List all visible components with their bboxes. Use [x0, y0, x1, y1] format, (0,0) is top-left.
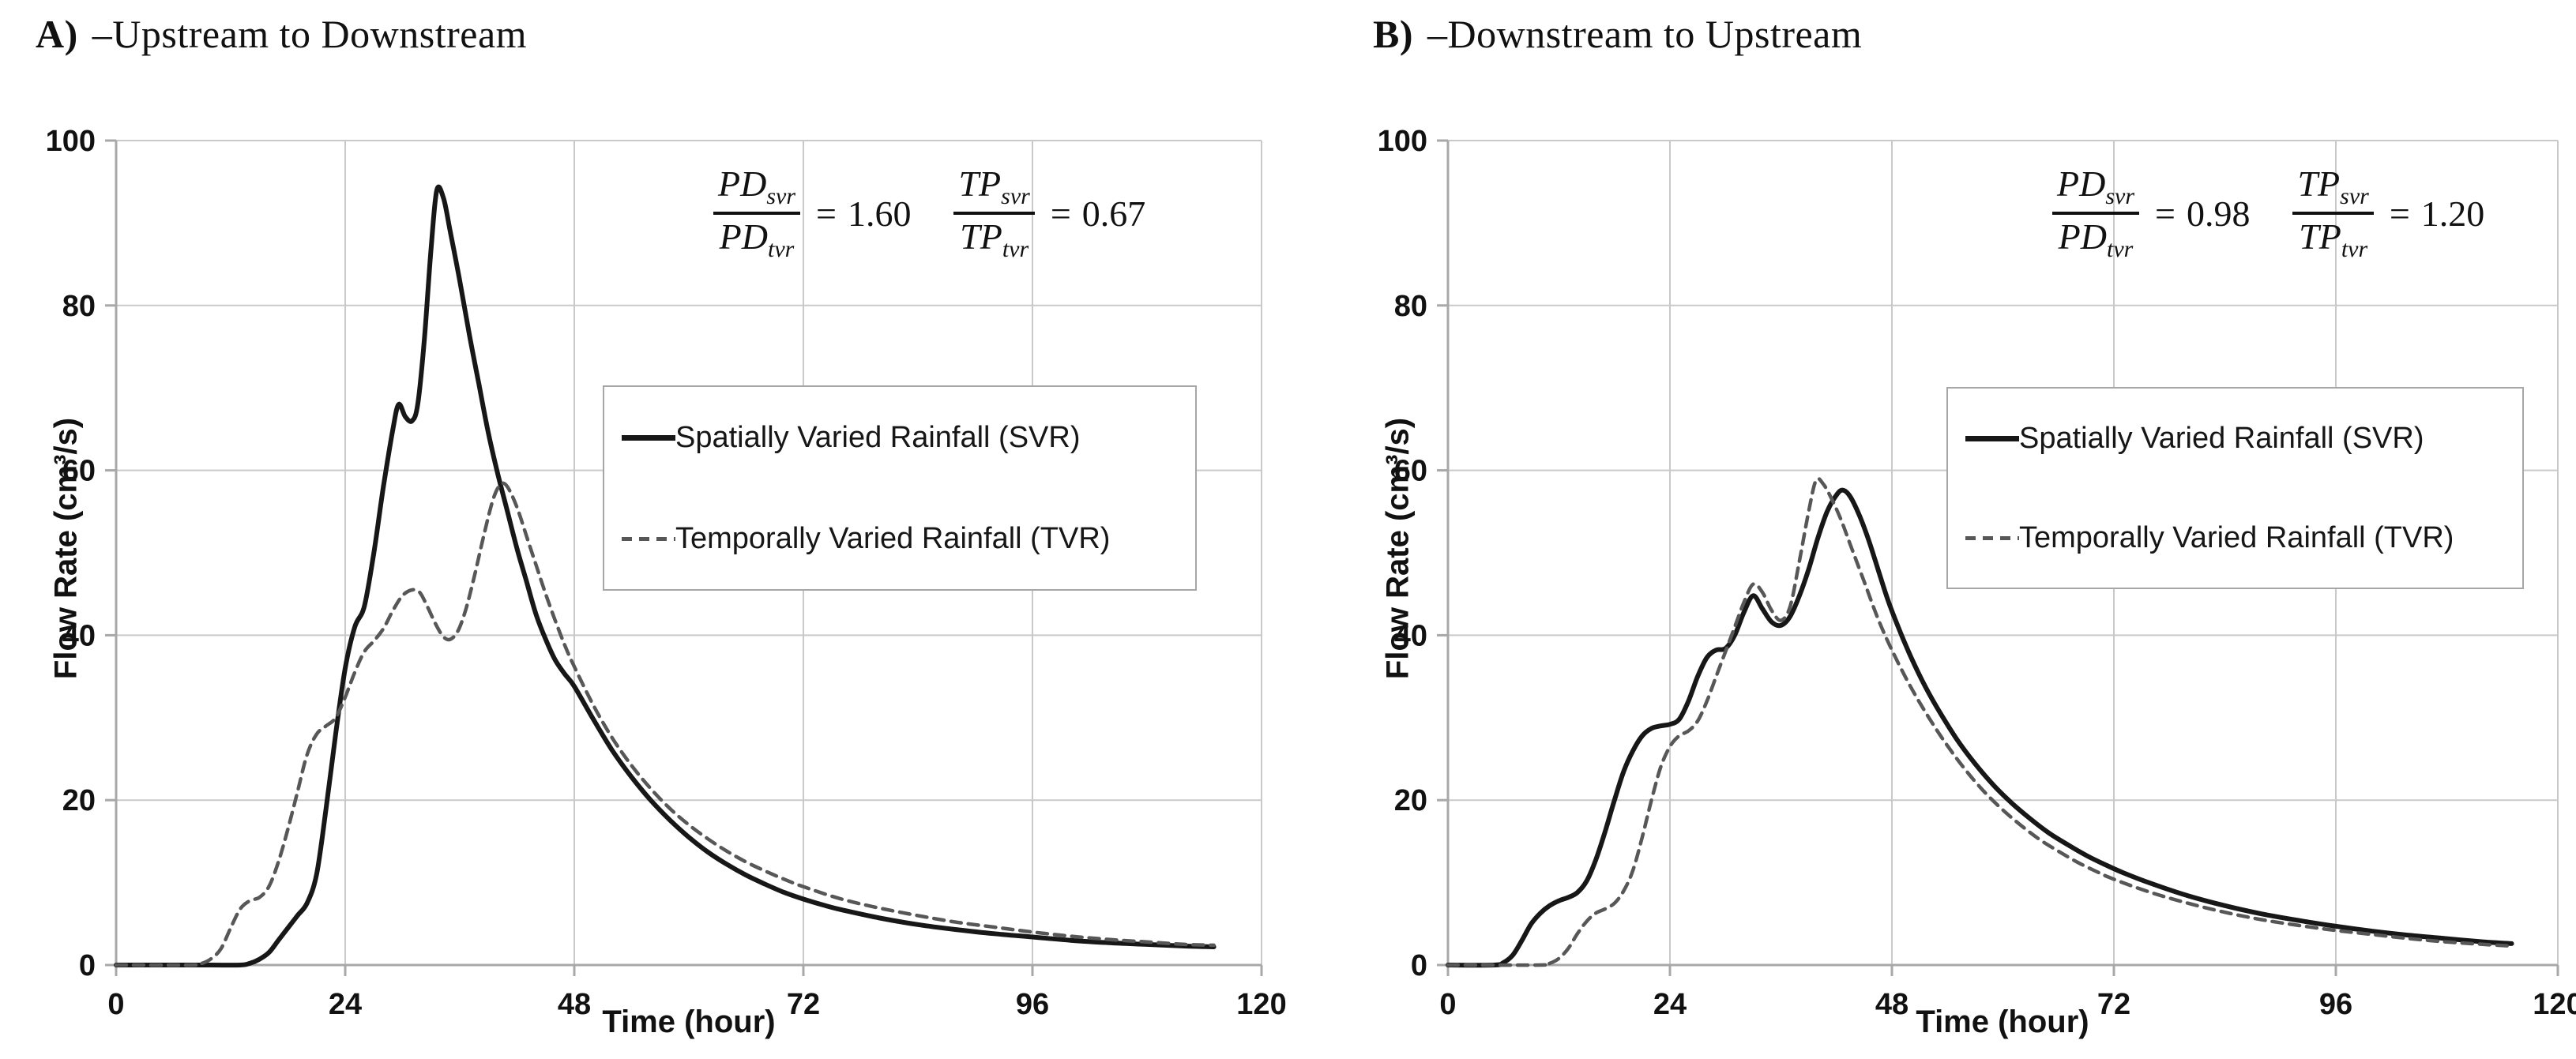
- legend-a: Spatially Varied Rainfall (SVR) Temporal…: [603, 385, 1197, 591]
- svr-legend-label: Spatially Varied Rainfall (SVR): [2019, 421, 2424, 455]
- fraction-bar: [2052, 212, 2139, 216]
- legend-entry-tvr: Temporally Varied Rainfall (TVR): [1965, 521, 2522, 555]
- legend-entry-tvr: Temporally Varied Rainfall (TVR): [622, 522, 1195, 556]
- panel-b-title-text: –Downstream to Upstream: [1427, 12, 1863, 56]
- y-tick-label: 20: [62, 784, 96, 817]
- x-tick-label: 24: [1653, 988, 1687, 1021]
- tvr-legend-label: Temporally Varied Rainfall (TVR): [2019, 520, 2454, 554]
- x-axis-title-b: Time (hour): [1916, 1005, 2089, 1039]
- tp-ratio-formula-b: TPsvr TPtvr = 1.20: [2292, 163, 2485, 263]
- tp-numerator-b: TPsvr: [2297, 163, 2369, 210]
- legend-entry-svr: Spatially Varied Rainfall (SVR): [622, 421, 1195, 455]
- equals-sign: =: [816, 193, 837, 234]
- pd-ratio-value-a: 1.60: [847, 193, 912, 234]
- y-axis-title-a: Flow Rate (cm³/s): [48, 417, 84, 680]
- equals-sign: =: [2155, 193, 2175, 234]
- pd-fraction-a: PDsvr PDtvr: [713, 163, 800, 263]
- fraction-bar: [953, 212, 1035, 216]
- x-axis-title-a: Time (hour): [602, 1005, 776, 1039]
- svr-curve-a: [114, 184, 1217, 968]
- y-tick-label: 0: [79, 949, 96, 982]
- y-tick-label: 40: [1394, 619, 1427, 652]
- y-tick-label: 80: [62, 290, 96, 323]
- x-tick-label: 120: [2533, 988, 2576, 1021]
- x-tick-label: 24: [329, 988, 362, 1021]
- y-tick-label: 80: [1394, 290, 1427, 323]
- svr-line-sample: [1965, 435, 2019, 441]
- panel-b-annotations: PDsvr PDtvr = 0.98 TPsvr TPtvr = 1.20: [2052, 163, 2485, 263]
- y-tick-label: 60: [62, 455, 96, 488]
- legend-b: Spatially Varied Rainfall (SVR) Temporal…: [1946, 387, 2524, 589]
- tvr-legend-label: Temporally Varied Rainfall (TVR): [675, 521, 1111, 555]
- fraction-bar: [2292, 212, 2374, 216]
- tp-numerator-a: TPsvr: [958, 163, 1030, 210]
- y-axis-title-b: Flow Rate (cm³/s): [1380, 417, 1416, 680]
- pd-denominator-a: PDtvr: [719, 216, 795, 263]
- tp-ratio-value-b: 1.20: [2420, 193, 2485, 234]
- tvr-curve-b: [1446, 476, 2514, 967]
- x-tick-label: 96: [1016, 988, 1049, 1021]
- panel-a-title: A) –Upstream to Downstream: [36, 11, 527, 57]
- legend-entry-svr: Spatially Varied Rainfall (SVR): [1965, 422, 2522, 456]
- svr-legend-label: Spatially Varied Rainfall (SVR): [675, 420, 1081, 454]
- fraction-bar: [713, 212, 800, 216]
- svr-line-sample: [622, 434, 675, 441]
- tp-ratio-formula-a: TPsvr TPtvr = 0.67: [953, 163, 1146, 263]
- pd-ratio-value-b: 0.98: [2186, 193, 2251, 234]
- pd-numerator-a: PDsvr: [718, 163, 795, 210]
- x-tick-label: 48: [558, 988, 591, 1021]
- x-tick-label: 72: [2097, 988, 2130, 1021]
- y-tick-label: 40: [62, 619, 96, 652]
- pd-numerator-b: PDsvr: [2057, 163, 2134, 210]
- panel-a-title-text: –Upstream to Downstream: [92, 12, 528, 56]
- equals-sign: =: [1050, 193, 1071, 234]
- panel-b-label: B): [1373, 12, 1413, 56]
- tp-denominator-a: TPtvr: [960, 216, 1029, 263]
- tp-fraction-a: TPsvr TPtvr: [953, 163, 1035, 263]
- pd-fraction-b: PDsvr PDtvr: [2052, 163, 2139, 263]
- y-tick-label: 0: [1411, 949, 1427, 982]
- x-tick-label: 120: [1236, 988, 1286, 1021]
- y-tick-label: 20: [1394, 784, 1427, 817]
- tvr-line-sample: [1965, 535, 2019, 540]
- pd-ratio-formula-b: PDsvr PDtvr = 0.98: [2052, 163, 2251, 263]
- tp-denominator-b: TPtvr: [2299, 216, 2368, 263]
- tp-fraction-b: TPsvr TPtvr: [2292, 163, 2374, 263]
- tvr-curve-a: [114, 481, 1216, 967]
- x-tick-label: 0: [1439, 988, 1456, 1021]
- panel-a-annotations: PDsvr PDtvr = 1.60 TPsvr TPtvr = 0.67: [713, 163, 1146, 263]
- x-tick-label: 48: [1875, 988, 1908, 1021]
- panel-b-title: B) –Downstream to Upstream: [1373, 11, 1862, 57]
- x-tick-label: 72: [787, 988, 820, 1021]
- y-tick-label: 100: [46, 125, 96, 158]
- pd-ratio-formula-a: PDsvr PDtvr = 1.60: [713, 163, 912, 263]
- pd-denominator-b: PDtvr: [2058, 216, 2134, 263]
- equals-sign: =: [2389, 193, 2410, 234]
- y-tick-label: 60: [1394, 455, 1427, 488]
- x-tick-label: 0: [107, 988, 124, 1021]
- svr-curve-b: [1446, 487, 2514, 968]
- y-tick-label: 100: [1378, 125, 1427, 158]
- tvr-line-sample: [622, 536, 675, 541]
- tp-ratio-value-a: 0.67: [1081, 193, 1146, 234]
- x-tick-label: 96: [2319, 988, 2352, 1021]
- panel-a-label: A): [36, 12, 78, 56]
